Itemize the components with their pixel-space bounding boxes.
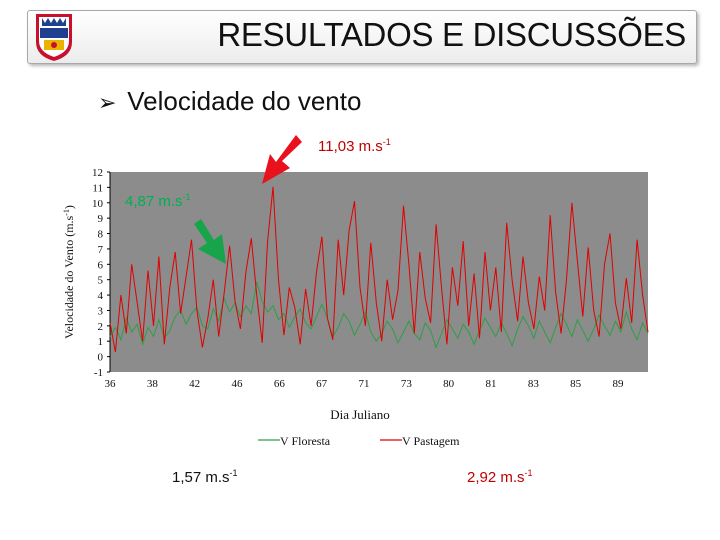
x-tick-label: 81 <box>486 378 497 390</box>
university-crest-icon <box>36 14 72 61</box>
x-tick-label: 85 <box>570 378 582 390</box>
y-tick-label: 6 <box>98 259 104 271</box>
slide-title: RESULTADOS E DISCUSSÕES <box>217 16 686 53</box>
y-axis-label-text: Velocidade do Vento (m.s <box>62 215 76 338</box>
legend-label-floresta: V Floresta <box>280 434 331 448</box>
legend-label-pastagem: V Pastagem <box>402 434 460 448</box>
y-tick-label: 3 <box>98 305 104 317</box>
annotation-peak-floresta-exp: -1 <box>182 192 191 202</box>
x-tick-label: 67 <box>316 378 328 390</box>
annotation-peak-pastagem: 11,03 m.s-1 <box>318 137 391 155</box>
x-tick-label: 73 <box>401 378 413 390</box>
x-tick-label: 89 <box>613 378 625 390</box>
annotation-peak-pastagem-value: 11,03 m.s <box>318 138 383 155</box>
bullet-arrow-icon: ➢ <box>98 90 117 115</box>
x-tick-label: 38 <box>147 378 159 390</box>
annotation-mean-floresta-exp: -1 <box>229 468 238 478</box>
bullet-text: Velocidade do vento <box>127 86 362 116</box>
y-tick-label: 1 <box>98 336 104 348</box>
x-tick-label: 83 <box>528 378 540 390</box>
y-tick-label: -1 <box>94 367 103 379</box>
y-axis-label-close: ) <box>62 205 76 209</box>
y-axis-label: Velocidade do Vento (m.s-1) <box>62 205 76 339</box>
green-arrow-icon <box>194 219 226 264</box>
y-tick-label: 8 <box>98 229 104 241</box>
x-axis-label: Dia Juliano <box>330 407 390 422</box>
x-tick-label: 36 <box>105 378 117 390</box>
x-tick-label: 66 <box>274 378 286 390</box>
series-line-pastagem <box>109 186 649 353</box>
y-tick-label: 0 <box>98 352 104 364</box>
y-tick-label: 12 <box>92 167 103 179</box>
x-tick-label: 46 <box>232 378 244 390</box>
y-tick-label: 10 <box>92 198 104 210</box>
x-tick-label: 80 <box>443 378 455 390</box>
header-bar <box>27 10 697 64</box>
y-axis-label-exp: -1 <box>62 209 71 216</box>
plot-area <box>110 172 648 372</box>
annotation-mean-floresta-value: 1,57 m.s <box>172 469 230 486</box>
y-tick-label: 11 <box>92 182 103 194</box>
x-tick-label: 42 <box>189 378 200 390</box>
bullet-point: ➢ Velocidade do vento <box>98 86 361 117</box>
annotation-peak-floresta: 4,87 m.s-1 <box>125 192 191 210</box>
red-arrow-icon <box>262 135 302 184</box>
annotation-peak-floresta-value: 4,87 m.s <box>125 193 183 210</box>
annotation-peak-pastagem-exp: -1 <box>382 137 391 147</box>
annotation-mean-pastagem-exp: -1 <box>524 468 533 478</box>
x-tick-label: 71 <box>359 378 370 390</box>
annotation-mean-floresta: 1,57 m.s-1 <box>172 468 238 486</box>
annotation-mean-pastagem: 2,92 m.s-1 <box>467 468 533 486</box>
y-tick-label: 4 <box>98 290 104 302</box>
series-line-floresta <box>109 281 649 349</box>
y-tick-label: 9 <box>98 213 104 225</box>
y-tick-label: 2 <box>98 321 104 333</box>
y-tick-label: 7 <box>98 244 104 256</box>
annotation-mean-pastagem-value: 2,92 m.s <box>467 469 525 486</box>
y-tick-label: 5 <box>98 275 104 287</box>
